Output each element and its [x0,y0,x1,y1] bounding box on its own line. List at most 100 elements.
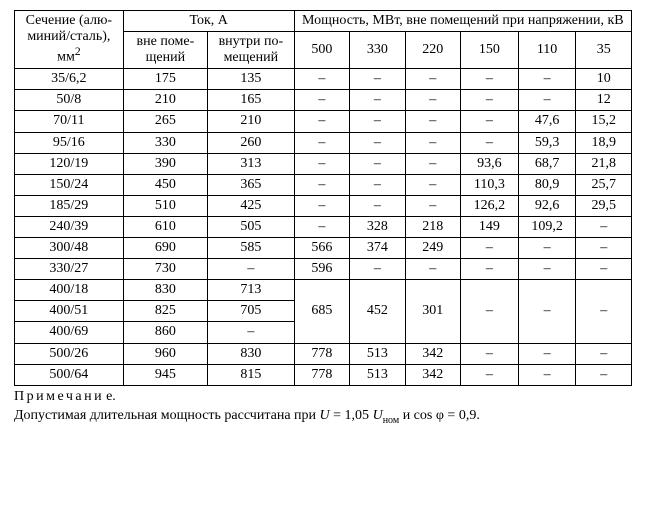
table-cell: 47,6 [518,111,576,132]
col-header-v3: 150 [461,32,519,69]
table-cell: – [294,216,349,237]
table-row: 330/27730–596––––– [15,259,632,280]
table-cell: 10 [576,69,632,90]
table-cell: 29,5 [576,195,632,216]
table-cell: 685 [294,280,349,343]
table-cell: 35/6,2 [15,69,124,90]
table-cell: 365 [208,174,295,195]
table-header: Сечение (алю-миний/сталь), мм2 Ток, А Мо… [15,11,632,69]
table-cell: 265 [123,111,207,132]
table-row: 150/24450365–––110,380,925,7 [15,174,632,195]
table-cell: 342 [405,343,460,364]
table-cell: 596 [294,259,349,280]
table-cell: – [208,322,295,343]
table-cell: 330 [123,132,207,153]
table-cell: – [294,69,349,90]
table-cell: – [405,174,460,195]
table-row: 500/26960830778513342––– [15,343,632,364]
col-header-v1: 330 [350,32,405,69]
table-cell: – [461,238,519,259]
table-cell: – [294,174,349,195]
table-cell: 390 [123,153,207,174]
table-cell: 109,2 [518,216,576,237]
table-cell: 778 [294,364,349,385]
note-heading: Примечани [14,389,106,404]
table-cell: 585 [208,238,295,259]
table-cell: 860 [123,322,207,343]
table-cell: – [461,343,519,364]
table-cell: – [518,343,576,364]
table-cell: – [576,364,632,385]
col-header-v5: 35 [576,32,632,69]
table-cell: 960 [123,343,207,364]
table-cell: – [294,90,349,111]
footnote: Примечание. Допустимая длительная мощнос… [14,386,632,427]
table-cell: – [350,132,405,153]
table-cell: – [576,280,632,343]
table-cell: 713 [208,280,295,301]
table-cell: – [576,238,632,259]
table-cell: – [405,111,460,132]
table-cell: – [461,280,519,343]
table-row: 185/29510425–––126,292,629,5 [15,195,632,216]
table-cell: – [461,90,519,111]
col-header-section-text: Сечение (алю-миний/сталь), мм [26,13,112,65]
col-header-power: Мощность, МВт, вне помещений при напряже… [294,11,631,32]
table-cell: 50/8 [15,90,124,111]
table-cell: – [518,259,576,280]
table-cell: 95/16 [15,132,124,153]
table-cell: – [518,69,576,90]
table-row: 400/18830713685452301––– [15,280,632,301]
table-cell: – [405,132,460,153]
note-Unom-sub: ном [383,414,400,425]
page: Сечение (алю-миний/сталь), мм2 Ток, А Мо… [0,0,646,441]
table-row: 95/16330260––––59,318,9 [15,132,632,153]
table-cell: 374 [350,238,405,259]
table-cell: 249 [405,238,460,259]
table-cell: 450 [123,174,207,195]
table-cell: 175 [123,69,207,90]
table-cell: 240/39 [15,216,124,237]
col-header-v4: 110 [518,32,576,69]
table-cell: 21,8 [576,153,632,174]
table-cell: – [461,364,519,385]
table-cell: 705 [208,301,295,322]
table-cell: 778 [294,343,349,364]
table-cell: – [405,195,460,216]
note-Unom-U: U [373,408,383,423]
table-cell: 400/69 [15,322,124,343]
table-cell: 70/11 [15,111,124,132]
table-cell: 500/64 [15,364,124,385]
table-cell: – [294,153,349,174]
table-cell: – [350,153,405,174]
table-cell: – [350,90,405,111]
table-cell: 566 [294,238,349,259]
table-cell: 452 [350,280,405,343]
table-cell: 165 [208,90,295,111]
table-cell: – [350,111,405,132]
table-cell: 513 [350,364,405,385]
table-cell: – [350,69,405,90]
table-cell: – [518,90,576,111]
col-header-v0: 500 [294,32,349,69]
note-U: U [320,408,330,423]
table-cell: – [461,69,519,90]
table-row: 70/11265210––––47,615,2 [15,111,632,132]
table-cell: 12 [576,90,632,111]
table-cell: 68,7 [518,153,576,174]
col-header-current-in: внутри по-мещений [208,32,295,69]
table-cell: 210 [208,111,295,132]
table-cell: 25,7 [576,174,632,195]
table-cell: 610 [123,216,207,237]
table-cell: 500/26 [15,343,124,364]
table-cell: – [461,259,519,280]
table-cell: 59,3 [518,132,576,153]
table-cell: 945 [123,364,207,385]
table-cell: – [461,111,519,132]
table-cell: – [405,69,460,90]
table-row: 35/6,2175135–––––10 [15,69,632,90]
table-row: 240/39610505–328218149109,2– [15,216,632,237]
table-cell: – [518,280,576,343]
col-header-v2: 220 [405,32,460,69]
table-cell: – [350,259,405,280]
